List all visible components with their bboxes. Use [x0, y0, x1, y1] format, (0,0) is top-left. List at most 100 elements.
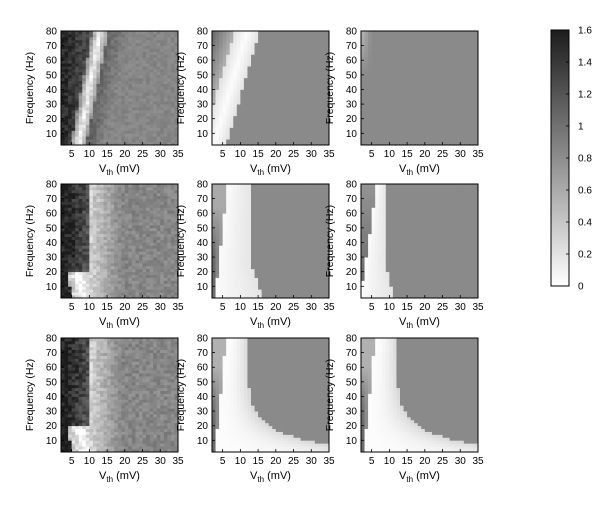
y-tick-label: 10 [46, 129, 58, 140]
y-tick-label: 20 [346, 421, 358, 432]
x-tick-label: 35 [172, 149, 184, 160]
x-tick-label: 15 [253, 149, 265, 160]
colorbar-tick-label: 0.2 [578, 250, 592, 261]
y-tick-label: 50 [197, 70, 209, 81]
y-tick-label: 50 [46, 377, 58, 388]
y-tick-label: 20 [197, 421, 209, 432]
x-tick-label: 30 [155, 302, 167, 313]
x-tick-label: 15 [253, 302, 265, 313]
x-axis-label: Vth (mV) [99, 470, 140, 484]
y-tick-label: 80 [346, 180, 358, 191]
x-tick-label: 20 [119, 302, 131, 313]
x-tick-label: 35 [172, 302, 184, 313]
panel-frame [211, 30, 330, 146]
y-axis-label: Frequency (Hz) [324, 205, 336, 277]
y-tick-label: 20 [46, 267, 58, 278]
y-tick-label: 50 [197, 377, 209, 388]
y-tick-label: 40 [197, 392, 209, 403]
y-tick-label: 10 [346, 282, 358, 293]
y-tick-label: 80 [46, 180, 58, 191]
colorbar-tick-label: 0 [578, 282, 584, 293]
y-tick-label: 30 [197, 253, 209, 264]
y-tick-label: 10 [197, 436, 209, 447]
x-tick-label: 25 [437, 302, 449, 313]
y-tick-label: 20 [346, 267, 358, 278]
y-tick-label: 70 [346, 194, 358, 205]
y-tick-label: 30 [197, 100, 209, 111]
x-tick-label: 35 [472, 302, 484, 313]
heatmap-cells [212, 31, 330, 146]
y-tick-label: 70 [46, 348, 58, 359]
y-tick-label: 80 [197, 27, 209, 38]
x-tick-label: 25 [288, 302, 300, 313]
x-tick-label: 20 [270, 456, 282, 467]
heatmap-panel-r3-c2: 5 10 15 20 25 30 35 10 20 30 40 50 60 70 80 Vth (mV) Fre… [175, 334, 335, 485]
x-tick-label: 25 [437, 149, 449, 160]
x-tick-label: 15 [102, 456, 114, 467]
heatmap-panel-r3-c1: 5 10 15 20 25 30 35 10 20 30 40 50 60 70 80 Vth (mV) Fre… [24, 334, 184, 485]
y-tick-label: 10 [46, 282, 58, 293]
y-tick-label: 40 [197, 85, 209, 96]
heatmap-cells [361, 184, 479, 299]
y-tick-label: 10 [46, 436, 58, 447]
x-tick-label: 15 [402, 456, 414, 467]
y-axis-label: Frequency (Hz) [175, 205, 187, 277]
panel-frame [360, 337, 479, 453]
x-tick-label: 35 [472, 456, 484, 467]
panel-frame [211, 183, 330, 299]
y-tick-label: 80 [197, 180, 209, 191]
x-tick-label: 10 [384, 149, 396, 160]
x-tick-label: 5 [369, 456, 375, 467]
panel-frame [60, 30, 179, 146]
x-tick-label: 25 [137, 302, 149, 313]
panel-frame [360, 30, 479, 146]
y-tick-label: 80 [197, 334, 209, 345]
y-tick-label: 60 [46, 209, 58, 220]
y-axis-label: Frequency (Hz) [24, 359, 36, 431]
colorbar-tick-label: 0.4 [578, 218, 592, 229]
x-tick-label: 5 [69, 456, 75, 467]
y-tick-label: 70 [197, 348, 209, 359]
x-tick-label: 30 [155, 456, 167, 467]
y-tick-label: 20 [197, 267, 209, 278]
x-tick-label: 25 [137, 149, 149, 160]
x-tick-label: 10 [235, 456, 247, 467]
colorbar-tick-label: 1.4 [578, 58, 592, 69]
x-axis-label: Vth (mV) [99, 316, 140, 330]
x-tick-label: 35 [472, 149, 484, 160]
y-tick-label: 30 [46, 100, 58, 111]
y-tick-label: 60 [197, 56, 209, 67]
colorbar-tick-label: 0.6 [578, 186, 592, 197]
x-tick-label: 20 [270, 302, 282, 313]
colorbar-tick-label: 1.6 [578, 26, 592, 37]
heatmap-cells [61, 184, 179, 299]
y-axis-label: Frequency (Hz) [175, 359, 187, 431]
x-tick-label: 5 [369, 149, 375, 160]
y-tick-label: 50 [197, 223, 209, 234]
panel-frame [211, 337, 330, 453]
y-tick-label: 40 [46, 392, 58, 403]
x-tick-label: 35 [323, 149, 335, 160]
heatmap-cells [361, 338, 479, 453]
x-tick-label: 30 [306, 456, 318, 467]
y-axis-label: Frequency (Hz) [24, 205, 36, 277]
y-tick-label: 50 [46, 70, 58, 81]
heatmap-panel-r3-c3: 5 10 15 20 25 30 35 10 20 30 40 50 60 70 80 Vth (mV) Fre… [324, 334, 484, 485]
x-tick-label: 30 [455, 149, 467, 160]
y-tick-label: 70 [346, 41, 358, 52]
y-tick-label: 60 [346, 56, 358, 67]
x-tick-label: 5 [220, 149, 226, 160]
colorbar-tick-label: 1 [578, 122, 584, 133]
x-tick-label: 10 [235, 149, 247, 160]
y-tick-label: 70 [46, 194, 58, 205]
x-tick-label: 30 [455, 456, 467, 467]
x-tick-label: 10 [84, 149, 96, 160]
colorbar: 0 0.2 0.4 0.6 0.8 1 1.2 1.4 1.6 [550, 26, 592, 293]
x-tick-label: 35 [323, 302, 335, 313]
y-tick-label: 50 [346, 223, 358, 234]
y-tick-label: 40 [46, 85, 58, 96]
heatmap-panel-r1-c1: 5 10 15 20 25 30 35 10 20 30 40 50 60 70 80 Vth (mV) Fre… [24, 27, 184, 178]
x-tick-label: 25 [437, 456, 449, 467]
x-tick-label: 5 [369, 302, 375, 313]
